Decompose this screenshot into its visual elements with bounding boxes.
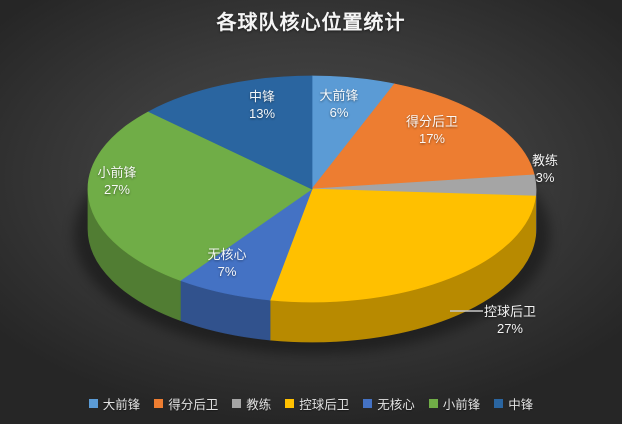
- legend-item-point-guard: 控球后卫: [285, 394, 349, 413]
- legend-label: 小前锋: [442, 398, 481, 412]
- legend-item-small-forward: 小前锋: [428, 394, 481, 413]
- chart-title: 各球队核心位置统计: [216, 12, 406, 34]
- legend-marker-center-icon: [494, 399, 504, 408]
- legend-marker-point-guard-icon: [285, 399, 295, 408]
- legend-label: 得分后卫: [168, 398, 219, 412]
- legend-item-center: 中锋: [494, 394, 533, 413]
- pie-top-faces: [87, 75, 537, 303]
- legend-label: 中锋: [508, 398, 534, 412]
- pie-slice-shooting-guard: [311, 83, 535, 190]
- legend-item-coach: 教练: [232, 394, 271, 413]
- legend-item-no-core: 无核心: [363, 394, 415, 413]
- legend-label: 控球后卫: [299, 398, 350, 412]
- legend-marker-coach-icon: [232, 399, 242, 408]
- pie-slice-point-guard: [269, 188, 536, 303]
- legend-label: 大前锋: [102, 398, 141, 412]
- legend-marker-shooting-guard-icon: [154, 399, 164, 408]
- pie-slice-center: [147, 75, 313, 190]
- legend-label: 无核心: [377, 398, 415, 412]
- pie-slice-small-forward: [87, 111, 313, 281]
- legend-marker-no-core-icon: [363, 399, 373, 408]
- legend-marker-small-forward-icon: [428, 399, 438, 408]
- legend-marker-power-forward-icon: [88, 399, 98, 408]
- legend-item-power-forward: 大前锋: [88, 394, 141, 413]
- chart-legend: 大前锋 得分后卫 教练 控球后卫 无核心 小前锋 中锋: [0, 394, 622, 413]
- legend-item-shooting-guard: 得分后卫: [154, 394, 218, 413]
- legend-label: 教练: [246, 398, 272, 412]
